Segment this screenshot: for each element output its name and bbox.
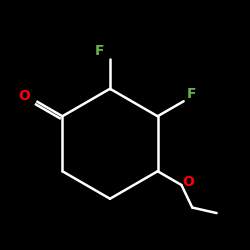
Text: O: O: [18, 89, 30, 103]
Text: F: F: [186, 87, 196, 101]
Text: F: F: [95, 44, 105, 58]
Text: O: O: [182, 175, 194, 189]
